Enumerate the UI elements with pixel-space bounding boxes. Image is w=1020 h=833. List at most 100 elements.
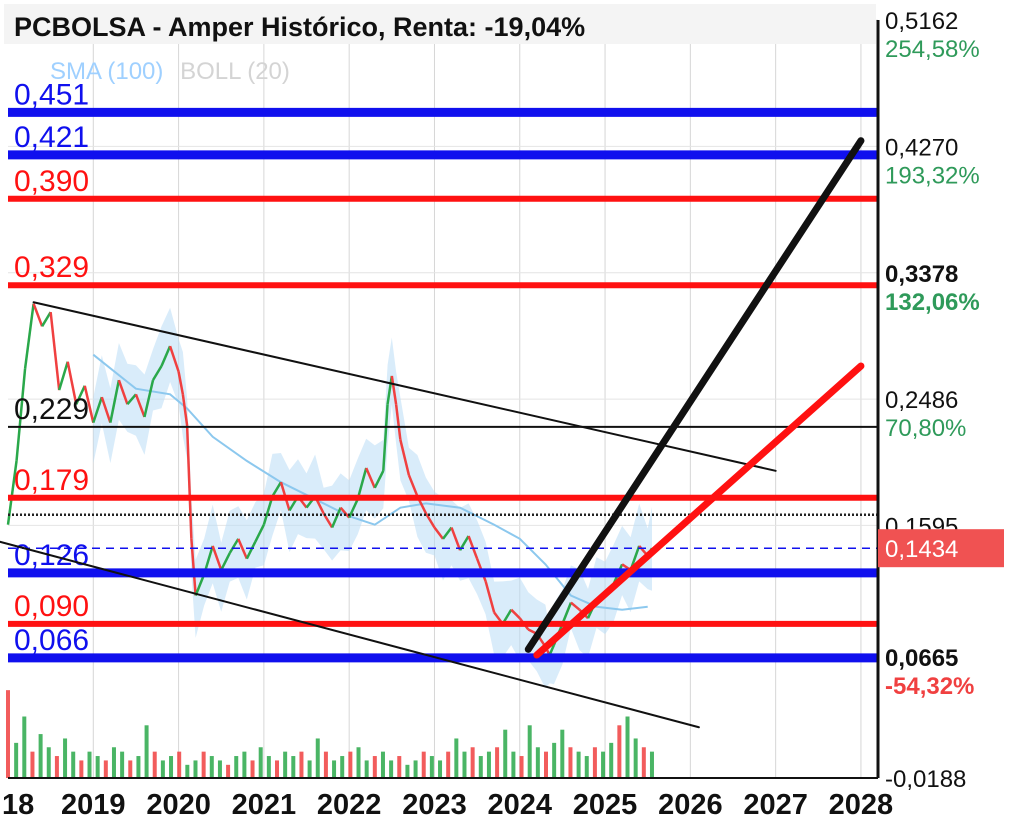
x-tick-label: 2019 xyxy=(61,789,126,821)
volume-bar xyxy=(291,756,296,778)
price-segment xyxy=(467,535,479,560)
price-segment xyxy=(348,498,359,519)
volume-bar xyxy=(299,751,304,778)
x-tick-label: 2023 xyxy=(402,789,467,821)
volume-bar xyxy=(413,760,418,778)
price-segment xyxy=(177,371,185,395)
level-label: 0,090 xyxy=(14,590,89,623)
x-tick-label: 2026 xyxy=(658,789,723,821)
volume-bar xyxy=(356,747,361,778)
x-tick-label: 2022 xyxy=(317,789,382,821)
price-segment xyxy=(134,393,146,418)
price-segment xyxy=(570,601,581,611)
price-segment xyxy=(356,467,368,500)
volume-bar xyxy=(6,690,10,778)
price-segment xyxy=(382,404,389,471)
volume-bar xyxy=(103,760,108,778)
title-bar: PCBOLSA - Amper Histórico, Renta: -19,04… xyxy=(4,4,876,44)
volume-bar xyxy=(617,725,622,778)
price-segment xyxy=(49,312,61,391)
volume-bar xyxy=(250,760,255,778)
volume-bar xyxy=(38,734,43,778)
volume-bar xyxy=(87,751,92,778)
x-tick-label: 2021 xyxy=(232,789,297,821)
level-label: 0,451 xyxy=(14,78,89,111)
right-axis-value: -0,0188 xyxy=(885,766,966,793)
volume-bar xyxy=(568,747,573,778)
volume-bar xyxy=(234,756,239,778)
price-segment xyxy=(510,608,521,620)
price-segment xyxy=(57,361,69,391)
legend-sma[interactable]: SMA (100) xyxy=(50,58,164,85)
volume-bar xyxy=(315,738,320,778)
price-segment xyxy=(254,524,265,543)
volume-bar xyxy=(54,756,59,778)
volume-bar xyxy=(421,751,426,778)
volume-bar xyxy=(601,751,606,778)
price-segment xyxy=(271,481,283,497)
right-axis-pct: 254,58% xyxy=(885,36,980,63)
price-segment xyxy=(228,538,240,554)
volume-bar xyxy=(332,760,337,778)
volume-bar xyxy=(649,751,654,778)
right-axis-value: 0,0665 xyxy=(885,645,958,672)
price-segment xyxy=(424,512,436,529)
volume-bar xyxy=(111,747,116,778)
volume-bar xyxy=(405,764,410,778)
volume-bar xyxy=(242,751,247,778)
volume-bar xyxy=(71,751,76,778)
level-label: 0,229 xyxy=(14,393,89,426)
price-segment xyxy=(126,393,137,406)
volume-bar xyxy=(307,760,312,778)
volume-bar xyxy=(462,751,467,778)
volume-bar xyxy=(446,751,451,778)
right-axis-pct: 132,06% xyxy=(885,289,980,316)
price-segment xyxy=(185,425,193,539)
volume-bar xyxy=(340,756,345,778)
price-segment xyxy=(339,506,351,519)
level-label: 0,066 xyxy=(14,624,89,657)
volume-bar xyxy=(364,760,369,778)
x-tick-label: 18 xyxy=(2,789,34,821)
right-axis-pct: -54,32% xyxy=(885,673,974,700)
x-tick-label: 2028 xyxy=(829,789,894,821)
right-axis-pct: 193,32% xyxy=(885,162,980,189)
price-segment xyxy=(41,311,52,327)
trend-line-channel-bottom xyxy=(0,540,700,729)
volume-bar xyxy=(209,756,214,778)
price-segment xyxy=(394,404,402,440)
volume-bar xyxy=(201,751,206,778)
volume-bar xyxy=(372,756,377,778)
price-segment xyxy=(66,361,78,405)
trend-line-projection-red xyxy=(533,362,865,659)
volume-bar xyxy=(478,756,483,778)
price-segment xyxy=(100,396,112,424)
volume-bar xyxy=(348,751,353,778)
volume-bar xyxy=(258,747,263,778)
volume-bar xyxy=(560,729,565,778)
price-segment xyxy=(143,379,155,418)
legend-boll[interactable]: BOLL (20) xyxy=(180,58,290,85)
price-segment xyxy=(109,379,121,423)
volume-bar xyxy=(217,760,222,778)
volume-bar xyxy=(544,751,549,778)
price-segment xyxy=(450,527,462,551)
price-segment xyxy=(399,439,411,476)
trend-line-projection-black xyxy=(524,137,865,653)
right-axis-value: 0,4270 xyxy=(885,134,958,161)
x-tick-label: 2024 xyxy=(488,789,553,821)
volume-bar xyxy=(144,725,149,778)
volume-bar xyxy=(429,756,434,778)
volume-bar xyxy=(193,760,198,778)
right-axis-value: 0,5162 xyxy=(885,8,958,35)
volume-bar xyxy=(22,716,27,778)
volume-bar xyxy=(79,760,84,778)
volume-bar xyxy=(389,760,394,778)
price-segment xyxy=(433,526,444,540)
price-segment xyxy=(75,385,86,405)
price-segment xyxy=(181,394,189,426)
volume-bar xyxy=(625,716,630,778)
level-label: 0,390 xyxy=(14,165,89,198)
volume-bar xyxy=(160,760,165,778)
